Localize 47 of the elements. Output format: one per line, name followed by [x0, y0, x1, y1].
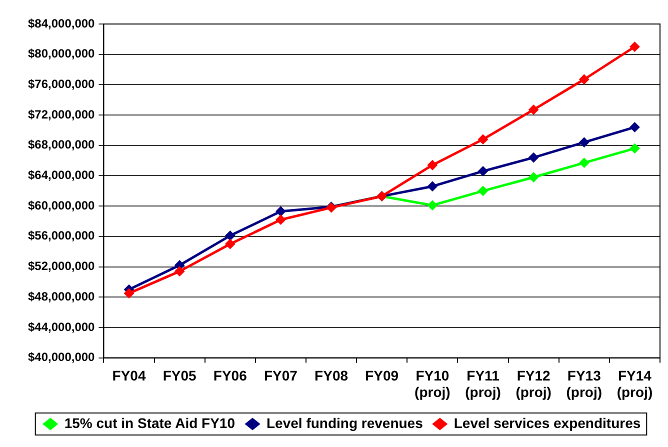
y-tick-label: $48,000,000	[28, 289, 96, 304]
point	[427, 181, 438, 192]
x-tick-label: FY12 (proj)	[516, 368, 552, 400]
point	[630, 143, 640, 154]
point	[528, 152, 539, 163]
point	[478, 166, 488, 176]
point	[427, 160, 438, 170]
point	[124, 288, 134, 298]
x-tick-label: FY10 (proj)	[414, 368, 450, 400]
point	[276, 206, 286, 216]
legend-label: 15% cut in State Aid FY10	[64, 414, 236, 431]
y-tick-label: $60,000,000	[28, 198, 96, 212]
x-tick-label: FY09	[365, 368, 399, 384]
point	[225, 239, 236, 250]
y-tick-label: $56,000,000	[28, 228, 96, 243]
x-tick-label: FY08	[314, 368, 348, 384]
y-tick-label: $44,000,000	[28, 320, 96, 334]
point	[478, 186, 488, 196]
point	[174, 266, 185, 276]
point	[276, 214, 286, 225]
point	[427, 200, 438, 210]
x-tick-label: FY07	[264, 368, 298, 384]
point	[528, 172, 539, 182]
point	[528, 104, 539, 115]
x-tick-label: FY06	[213, 368, 248, 384]
y-tick-label: $52,000,000	[28, 259, 96, 274]
x-tick-label: FY11 (proj)	[465, 368, 501, 400]
legend-label: Level services expenditures	[454, 414, 641, 431]
y-tick-label: $84,000,000	[28, 16, 96, 30]
x-tick-label: FY05	[162, 368, 197, 384]
y-tick-label: $40,000,000	[28, 350, 96, 364]
x-tick-label: FY04	[112, 368, 146, 384]
point	[579, 158, 590, 168]
y-tick-label: $80,000,000	[28, 46, 96, 61]
point	[579, 74, 590, 84]
y-tick-label: $72,000,000	[28, 107, 96, 122]
point	[579, 137, 590, 148]
legend-label: Level funding revenues	[266, 414, 424, 431]
x-tick-label: FY14 (proj)	[616, 368, 653, 400]
point	[630, 42, 640, 52]
point	[225, 230, 236, 241]
y-tick-label: $68,000,000	[28, 138, 96, 152]
point	[630, 122, 640, 132]
y-tick-label: $76,000,000	[28, 77, 96, 92]
x-tick-label: FY13 (proj)	[566, 368, 602, 400]
point	[478, 134, 488, 144]
y-tick-label: $64,000,000	[28, 168, 96, 182]
